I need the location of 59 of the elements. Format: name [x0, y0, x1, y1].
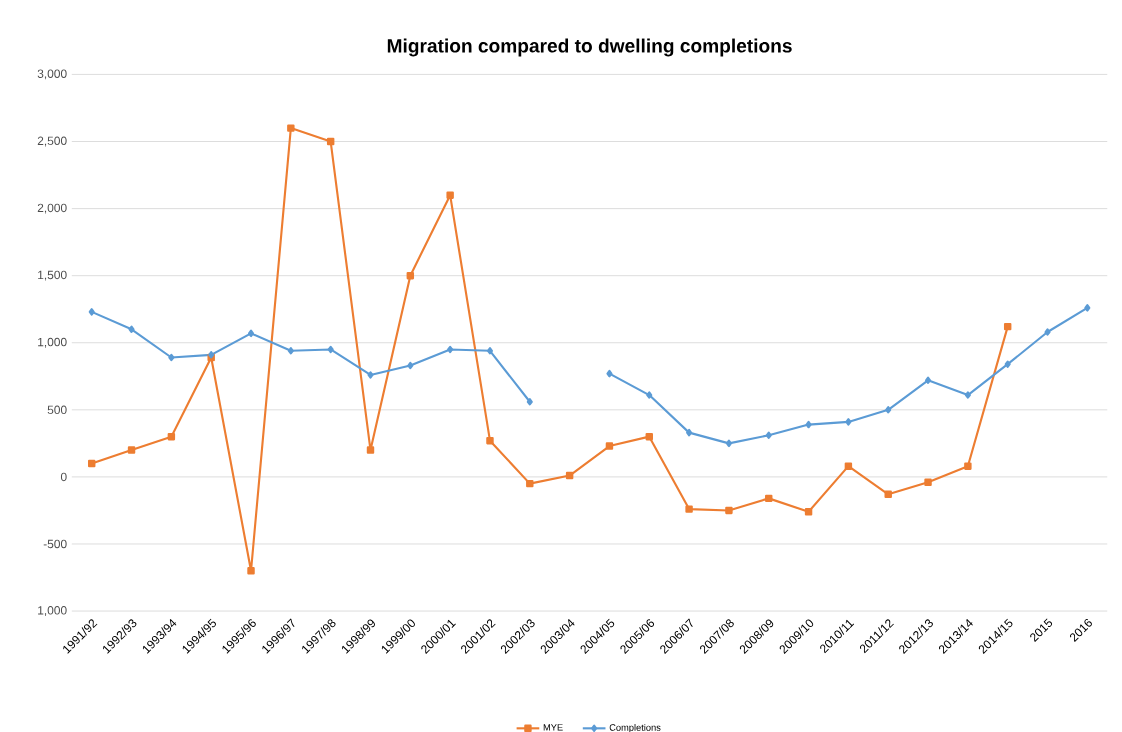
point: [765, 431, 772, 440]
point: [1044, 328, 1051, 336]
point: [327, 345, 334, 354]
point: [605, 442, 614, 450]
point: [367, 371, 374, 379]
point: [924, 478, 932, 486]
point: [964, 391, 971, 399]
point: [486, 436, 494, 445]
y-tick-label: -500: [43, 539, 67, 549]
point: [924, 376, 932, 385]
point: [646, 391, 653, 399]
point: [645, 432, 653, 441]
point: [446, 191, 454, 199]
point: [765, 494, 773, 503]
point: [247, 329, 255, 338]
point: [844, 462, 853, 470]
point: [565, 471, 574, 480]
y-tick-label: 1,000: [38, 606, 67, 616]
point: [167, 432, 176, 441]
point: [168, 353, 175, 362]
point: [127, 446, 136, 454]
y-tick-label: 2,500: [37, 136, 67, 147]
legend-label: MYE: [543, 724, 563, 731]
point: [366, 446, 375, 454]
y-tick-label: 3,000: [37, 69, 67, 80]
point: [725, 439, 732, 448]
point: [804, 508, 813, 516]
point: [407, 361, 414, 370]
point: [606, 369, 613, 378]
chart-title: Migration compared to dwelling completions: [387, 38, 792, 57]
point: [1004, 360, 1011, 368]
point: [845, 418, 852, 426]
y-tick-label: 2,000: [37, 203, 67, 214]
point: [805, 420, 812, 429]
y-tick-label: 1,500: [38, 270, 67, 281]
y-tick-label: 1,000: [38, 337, 67, 348]
point: [685, 505, 693, 513]
point: [725, 506, 733, 515]
point: [447, 345, 454, 354]
point: [287, 347, 294, 355]
point: [406, 271, 415, 280]
point: [287, 124, 295, 132]
point: [247, 567, 255, 575]
y-tick-label: 0: [60, 472, 67, 482]
point: [1084, 304, 1091, 312]
point: [486, 347, 494, 355]
point: [1003, 322, 1012, 331]
point: [885, 406, 892, 414]
point: [526, 479, 534, 488]
y-tick-label: 500: [47, 405, 67, 415]
legend-label: Completions: [609, 723, 661, 732]
point: [884, 490, 892, 499]
point: [326, 137, 335, 146]
point: [964, 462, 972, 470]
point: [526, 398, 533, 406]
point: [88, 308, 95, 316]
point: [128, 325, 135, 334]
point: [686, 428, 693, 437]
point: [87, 459, 96, 468]
